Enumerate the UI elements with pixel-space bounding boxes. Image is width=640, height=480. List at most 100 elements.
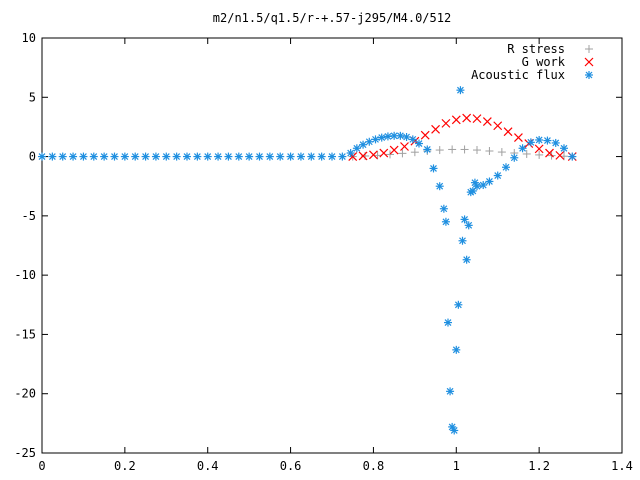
data-point (352, 144, 361, 153)
chart-title: m2/n1.5/q1.5/r-+.57-j295/M4.0/512 (213, 11, 451, 25)
data-point (328, 152, 336, 161)
data-point (446, 387, 455, 396)
data-point (317, 152, 326, 161)
data-point (502, 163, 510, 172)
data-point (346, 149, 355, 158)
data-point (482, 117, 492, 127)
data-point (458, 236, 467, 245)
data-point (307, 152, 316, 161)
data-point (398, 149, 407, 158)
data-point (245, 152, 254, 161)
data-point (276, 152, 285, 161)
y-tick-label: 0 (29, 150, 36, 164)
x-tick-label: 0 (38, 459, 45, 473)
data-point (479, 181, 488, 190)
data-point (358, 151, 368, 161)
data-point (371, 135, 380, 144)
data-point (38, 152, 46, 161)
data-point (462, 255, 471, 264)
data-point (379, 148, 389, 158)
x-tick-label: 0.8 (363, 459, 385, 473)
data-point (441, 118, 451, 128)
y-tick-label: -20 (14, 387, 36, 401)
legend-marker (584, 57, 594, 67)
data-point (390, 131, 399, 140)
y-tick-label: 10 (22, 31, 36, 45)
data-point (172, 152, 181, 161)
data-point (234, 152, 243, 161)
data-point (120, 152, 129, 161)
data-point (522, 149, 531, 158)
data-point (224, 152, 233, 161)
data-point (497, 148, 506, 157)
data-point (429, 164, 438, 173)
data-point (265, 152, 274, 161)
data-point (389, 145, 399, 155)
data-point (365, 137, 374, 146)
data-point (435, 146, 444, 155)
data-point (89, 152, 98, 161)
y-tick-label: 5 (29, 90, 36, 104)
data-point (359, 140, 368, 149)
data-point (485, 146, 494, 155)
x-tick-label: 1.2 (528, 459, 550, 473)
data-point (141, 152, 150, 161)
data-point (460, 215, 469, 224)
data-point (450, 426, 459, 435)
data-point (451, 115, 461, 125)
data-point (560, 144, 568, 153)
data-point (58, 152, 67, 161)
data-point (493, 171, 502, 180)
legend-label: G work (522, 55, 566, 69)
data-point (535, 135, 544, 144)
data-point (514, 133, 523, 143)
data-point (555, 150, 565, 160)
data-point (203, 152, 212, 161)
data-point (255, 152, 264, 161)
data-point (131, 152, 140, 161)
data-point (396, 131, 405, 140)
y-axis: -25 -20 -15 -10 -5 0 5 10 (14, 31, 622, 460)
data-point (408, 135, 417, 144)
data-point (472, 114, 482, 124)
plot-area-border (41, 37, 623, 454)
y-tick-label: -5 (22, 209, 36, 223)
data-point (151, 152, 160, 161)
x-tick-label: 1 (453, 459, 460, 473)
data-point (448, 145, 457, 154)
legend-label: R stress (507, 42, 565, 56)
data-point (473, 182, 481, 191)
data-point (441, 217, 450, 226)
legend-label: Acoustic flux (471, 68, 565, 82)
data-point (79, 152, 88, 161)
data-point (518, 144, 527, 153)
data-point (377, 133, 386, 142)
data-point (545, 148, 554, 158)
series-layer (38, 86, 577, 435)
y-tick-label: -10 (14, 268, 36, 282)
data-point (534, 144, 544, 154)
data-point (383, 132, 392, 141)
data-point (485, 177, 494, 186)
data-point (369, 150, 378, 160)
data-point (435, 182, 444, 191)
data-point (296, 152, 305, 161)
data-point (410, 148, 419, 157)
data-point (543, 136, 552, 145)
data-point (373, 151, 382, 160)
x-tick-label: 0.2 (114, 459, 136, 473)
data-point (183, 152, 191, 161)
y-tick-label: -15 (14, 327, 36, 341)
data-point (214, 152, 223, 161)
data-point (69, 152, 78, 161)
data-point (402, 133, 411, 142)
data-point (400, 142, 409, 151)
data-point (493, 121, 503, 131)
data-point (415, 139, 423, 148)
data-point (456, 86, 465, 95)
data-point (460, 145, 469, 154)
data-point (193, 152, 202, 161)
data-point (454, 300, 463, 309)
data-point (431, 124, 440, 134)
